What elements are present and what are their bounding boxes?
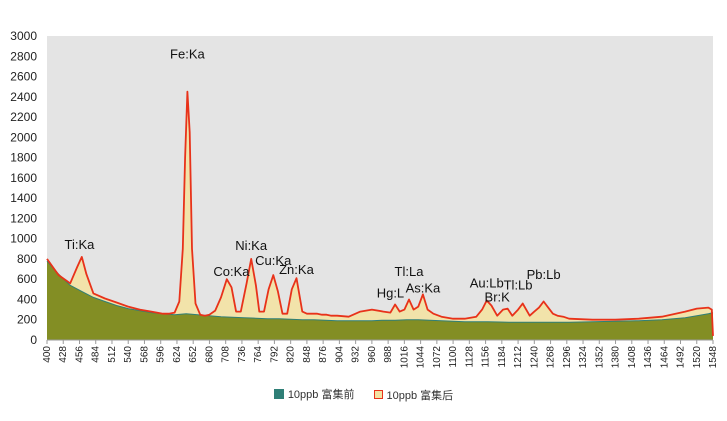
x-tick-label: 792 (269, 346, 280, 363)
x-tick-label: 1128 (464, 346, 475, 368)
peak-label: Fe:Ka (170, 46, 205, 61)
y-tick-label: 2000 (10, 130, 37, 144)
peak-label: Au:Lb (470, 275, 504, 290)
y-tick-label: 0 (30, 333, 37, 347)
x-tick-label: 568 (139, 346, 150, 363)
y-tick-label: 400 (17, 292, 37, 306)
x-tick-label: 736 (237, 346, 248, 363)
x-tick-label: 848 (302, 346, 313, 363)
x-tick-label: 1072 (432, 346, 443, 369)
x-tick-label: 1520 (692, 346, 703, 369)
plot-background (47, 36, 713, 340)
legend-swatch-after (373, 390, 383, 399)
x-tick-label: 1548 (708, 346, 719, 369)
y-tick-label: 600 (17, 272, 37, 286)
x-tick-label: 1268 (546, 346, 557, 369)
peak-label: Cu:Ka (255, 253, 292, 268)
x-tick-label: 960 (367, 346, 378, 363)
legend-label-after: 10ppb 富集后 (386, 389, 454, 402)
series-line-before (46, 260, 714, 323)
peak-label: Co:Ka (213, 264, 250, 279)
peak-label: Hg:L (377, 285, 404, 300)
x-tick-label: 1324 (578, 346, 589, 369)
legend-item-after: 10ppb 富集后 (373, 387, 454, 403)
x-tick-label: 1380 (611, 346, 622, 369)
x-tick-label: 456 (74, 346, 85, 363)
peak-label: As:Ka (406, 280, 441, 295)
x-tick-label: 400 (42, 346, 53, 363)
y-tick-label: 800 (17, 252, 37, 266)
y-tick-label: 2600 (10, 70, 37, 84)
series-area-before-top (47, 261, 713, 340)
peak-label: Tl:Lb (504, 277, 533, 292)
x-tick-label: 1156 (481, 346, 492, 368)
x-tick-label: 1296 (562, 346, 573, 369)
x-tick-label: 1044 (416, 346, 427, 369)
x-tick-label: 596 (156, 346, 167, 363)
y-tick-label: 2200 (10, 110, 37, 124)
x-tick-label: 904 (334, 346, 345, 363)
x-tick-label: 1016 (399, 346, 410, 369)
y-tick-label: 200 (17, 313, 37, 327)
x-tick-label: 764 (253, 346, 264, 363)
y-tick-label: 1800 (10, 151, 37, 165)
peak-label: Pb:Lb (527, 267, 561, 282)
x-tick-label: 1240 (529, 346, 540, 369)
peak-label: Tl:La (395, 264, 425, 279)
peak-label: Ni:Ka (235, 238, 268, 253)
x-tick-label: 1408 (627, 346, 638, 369)
peak-label: Br:K (485, 289, 511, 304)
x-tick-label: 820 (286, 346, 297, 363)
x-tick-label: 680 (204, 346, 215, 363)
y-tick-label: 1600 (10, 171, 37, 185)
peak-label: Ti:Ka (65, 237, 96, 252)
x-tick-label: 1100 (448, 346, 459, 368)
peak-label: Zn:Ka (279, 262, 314, 277)
x-tick-label: 540 (123, 346, 134, 363)
y-tick-label: 2400 (10, 90, 37, 104)
x-tick-label: 428 (58, 346, 69, 363)
x-tick-label: 512 (107, 346, 118, 363)
x-tick-label: 932 (351, 346, 362, 363)
x-tick-label: 1464 (659, 346, 670, 369)
legend-label-before: 10ppb 富集前 (287, 389, 355, 401)
x-tick-label: 624 (172, 346, 183, 363)
legend: 10ppb 富集前 10ppb 富集后 (0, 386, 727, 403)
legend-item-before: 10ppb 富集前 (273, 386, 355, 402)
y-tick-label: 1400 (10, 191, 37, 205)
x-tick-label: 1492 (676, 346, 687, 369)
y-tick-label: 2800 (10, 49, 37, 63)
y-tick-label: 1000 (10, 232, 37, 246)
y-tick-label: 1200 (10, 211, 37, 225)
x-tick-label: 708 (221, 346, 232, 363)
x-tick-label: 1212 (513, 346, 524, 369)
x-tick-label: 484 (91, 346, 102, 363)
series-line-after (46, 90, 714, 336)
x-tick-label: 988 (383, 346, 394, 363)
x-tick-label: 1184 (497, 346, 508, 368)
x-tick-label: 652 (188, 346, 199, 363)
x-tick-label: 1352 (594, 346, 605, 369)
x-tick-label: 1436 (643, 346, 654, 369)
legend-swatch-before (273, 389, 284, 399)
y-tick-label: 3000 (10, 29, 37, 43)
x-tick-label: 876 (318, 346, 329, 363)
